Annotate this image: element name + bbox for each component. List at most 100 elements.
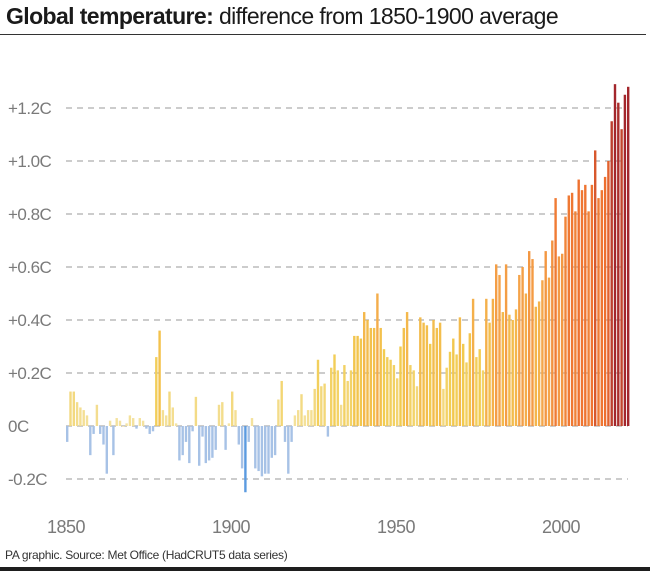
bar-1991 bbox=[531, 259, 534, 426]
y-tick-label: 0C bbox=[8, 417, 29, 436]
bar-1869 bbox=[128, 415, 132, 426]
bar-2007 bbox=[584, 184, 587, 426]
bar-1864 bbox=[112, 426, 115, 456]
bar-1933 bbox=[339, 404, 343, 426]
y-tick-label: +1.2C bbox=[8, 99, 52, 118]
bar-1860 bbox=[99, 426, 102, 434]
bar-1866 bbox=[118, 420, 122, 426]
bar-2012 bbox=[600, 190, 603, 426]
bar-1934 bbox=[343, 365, 346, 426]
bar-1880 bbox=[165, 415, 168, 426]
bar-1899 bbox=[227, 423, 231, 426]
bar-1872 bbox=[138, 418, 141, 426]
bar-1951 bbox=[399, 346, 402, 426]
bar-1917 bbox=[287, 426, 290, 474]
bar-2019 bbox=[623, 94, 627, 426]
bar-1898 bbox=[224, 426, 227, 450]
bar-1945 bbox=[379, 327, 382, 426]
bar-1850 bbox=[66, 426, 69, 442]
bar-1877 bbox=[155, 357, 158, 426]
bar-1930 bbox=[330, 367, 333, 426]
bar-1875 bbox=[148, 426, 151, 434]
bar-1857 bbox=[89, 426, 92, 456]
bar-2004 bbox=[574, 211, 577, 426]
bar-1884 bbox=[178, 426, 181, 461]
y-tick-label: -0.2C bbox=[8, 470, 47, 489]
bar-1911 bbox=[267, 426, 270, 474]
bar-1863 bbox=[108, 420, 112, 426]
bar-2001 bbox=[564, 216, 567, 426]
bar-2000 bbox=[561, 253, 564, 426]
bar-2015 bbox=[610, 121, 613, 426]
bar-1905 bbox=[247, 426, 250, 442]
bar-1932 bbox=[336, 370, 339, 426]
bar-1961 bbox=[432, 320, 435, 426]
x-tick-label: 1950 bbox=[377, 517, 416, 537]
bar-1855 bbox=[82, 410, 85, 426]
bar-1989 bbox=[524, 293, 528, 426]
bar-2010 bbox=[594, 150, 597, 426]
y-tick-label: +0.4C bbox=[8, 311, 52, 330]
bar-1925 bbox=[313, 388, 316, 426]
bar-1868 bbox=[125, 423, 128, 426]
bar-1858 bbox=[92, 426, 95, 434]
bar-1999 bbox=[557, 256, 561, 426]
bar-1914 bbox=[277, 399, 280, 426]
bar-2006 bbox=[580, 190, 584, 426]
bar-1977 bbox=[485, 298, 488, 426]
y-tick-label: +1.0C bbox=[8, 152, 52, 171]
bar-1903 bbox=[240, 426, 244, 469]
bar-1950 bbox=[396, 378, 399, 426]
bar-1882 bbox=[171, 407, 174, 426]
bar-1915 bbox=[280, 380, 283, 426]
bar-1946 bbox=[382, 349, 386, 426]
bar-1874 bbox=[145, 426, 148, 429]
bar-1894 bbox=[211, 426, 214, 458]
bar-1861 bbox=[102, 426, 105, 445]
chart-title: Global temperature: difference from 1850… bbox=[6, 3, 559, 30]
bar-1924 bbox=[310, 410, 313, 426]
bar-1920 bbox=[297, 410, 300, 426]
bar-1873 bbox=[141, 420, 145, 426]
bar-1895 bbox=[214, 426, 217, 450]
bar-1902 bbox=[237, 426, 240, 445]
bar-1936 bbox=[349, 370, 353, 426]
bar-1966 bbox=[448, 351, 452, 426]
bar-1963 bbox=[438, 322, 442, 426]
bar-1931 bbox=[333, 354, 336, 426]
bar-1926 bbox=[316, 359, 320, 426]
bar-1939 bbox=[359, 338, 363, 426]
bar-1959 bbox=[425, 325, 429, 426]
bar-2002 bbox=[567, 195, 570, 426]
bar-1978 bbox=[488, 322, 491, 426]
bar-1998 bbox=[554, 198, 557, 426]
bar-1913 bbox=[273, 426, 277, 456]
bar-1975 bbox=[478, 349, 481, 426]
bar-1976 bbox=[481, 370, 485, 426]
bar-1956 bbox=[415, 386, 419, 426]
bar-1970 bbox=[462, 343, 465, 426]
bar-1943 bbox=[372, 327, 376, 426]
bar-1973 bbox=[471, 298, 475, 426]
bar-1908 bbox=[257, 426, 260, 472]
y-tick-label: +0.6C bbox=[8, 258, 52, 277]
bar-1988 bbox=[521, 267, 524, 426]
bar-1865 bbox=[115, 418, 118, 426]
bar-1885 bbox=[181, 426, 184, 456]
bar-1949 bbox=[392, 365, 396, 426]
bar-1928 bbox=[323, 383, 326, 426]
chart-title-bold: Global temperature: bbox=[6, 3, 214, 29]
bar-2020 bbox=[627, 86, 630, 427]
x-tick-label: 1900 bbox=[212, 517, 251, 537]
bar-1870 bbox=[132, 418, 135, 426]
bar-1891 bbox=[201, 426, 204, 437]
chart-title-rest: difference from 1850-1900 average bbox=[213, 3, 559, 29]
bar-1879 bbox=[161, 410, 165, 426]
x-tick-label: 1850 bbox=[47, 517, 86, 537]
bar-1867 bbox=[122, 426, 125, 427]
bar-1986 bbox=[514, 309, 518, 426]
bar-1919 bbox=[293, 415, 297, 426]
bar-1889 bbox=[194, 396, 198, 426]
bar-1969 bbox=[458, 317, 462, 426]
bar-2013 bbox=[603, 176, 607, 426]
